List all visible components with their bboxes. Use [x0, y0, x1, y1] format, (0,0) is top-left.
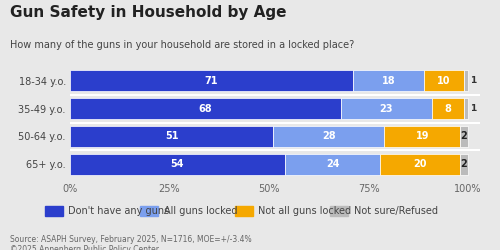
- Text: 10: 10: [438, 76, 451, 86]
- Text: All guns locked: All guns locked: [164, 206, 237, 216]
- Bar: [460, 126, 468, 147]
- Text: Not all guns locked: Not all guns locked: [258, 206, 352, 216]
- Bar: [432, 98, 464, 119]
- Bar: [384, 126, 460, 147]
- Text: Not sure/Refused: Not sure/Refused: [354, 206, 438, 216]
- Bar: [285, 154, 380, 175]
- Text: Don't have any guns: Don't have any guns: [68, 206, 170, 216]
- Text: 18: 18: [382, 76, 396, 86]
- Bar: [352, 70, 424, 91]
- Text: 71: 71: [204, 76, 218, 86]
- Bar: [464, 98, 468, 119]
- Bar: [424, 70, 464, 91]
- Text: How many of the guns in your household are stored in a locked place?: How many of the guns in your household a…: [10, 40, 354, 50]
- Text: Source: ASAPH Survey, February 2025, N=1716, MOE=+/-3.4%
©2025 Annenberg Public : Source: ASAPH Survey, February 2025, N=1…: [10, 235, 252, 250]
- Text: 51: 51: [165, 132, 178, 141]
- Text: 1: 1: [470, 76, 476, 85]
- Text: 20: 20: [414, 159, 427, 169]
- Text: 28: 28: [322, 132, 336, 141]
- Text: 24: 24: [326, 159, 340, 169]
- Bar: [70, 126, 273, 147]
- Bar: [70, 70, 352, 91]
- Bar: [380, 154, 460, 175]
- Bar: [70, 98, 340, 119]
- Bar: [70, 154, 285, 175]
- Text: 2: 2: [460, 132, 468, 141]
- Bar: [464, 70, 468, 91]
- Bar: [340, 98, 432, 119]
- Text: 2: 2: [460, 159, 468, 169]
- Text: 68: 68: [198, 104, 212, 114]
- Text: 23: 23: [380, 104, 393, 114]
- Text: 19: 19: [416, 132, 429, 141]
- Text: 1: 1: [470, 104, 476, 113]
- Bar: [273, 126, 384, 147]
- Text: 8: 8: [444, 104, 452, 114]
- Bar: [460, 154, 468, 175]
- Text: Gun Safety in Household by Age: Gun Safety in Household by Age: [10, 5, 286, 20]
- Text: 54: 54: [170, 159, 184, 169]
